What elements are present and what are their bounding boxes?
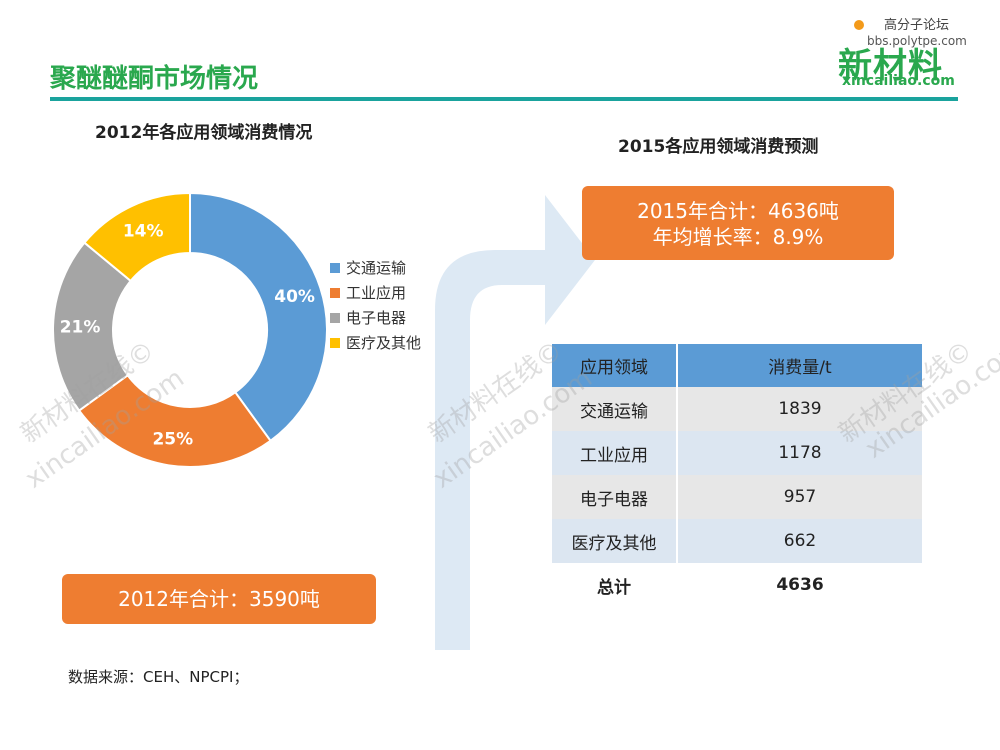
table-cell: 医疗及其他 xyxy=(552,519,678,563)
donut-chart: 40% 25% 21% 14% xyxy=(52,191,328,468)
donut-slice-label: 14% xyxy=(123,221,164,241)
column-header: 消费量/t xyxy=(677,344,922,387)
legend-item: 医疗及其他 xyxy=(330,330,421,355)
donut-slice xyxy=(77,373,272,468)
table-cell: 957 xyxy=(677,475,922,519)
data-source-note: 数据来源：CEH、NPCPI； xyxy=(68,668,249,686)
table-header-row: 应用领域 消费量/t xyxy=(552,344,922,387)
donut-slice-label: 25% xyxy=(152,430,193,450)
legend-swatch xyxy=(330,337,340,348)
legend-item: 电子电器 xyxy=(330,305,421,330)
total-2015-line: 2015年合计：4636吨 xyxy=(637,199,839,223)
donut-slice-label: 40% xyxy=(274,287,315,307)
legend-label: 电子电器 xyxy=(346,309,407,327)
donut-chart-title: 2012年各应用领域消费情况 xyxy=(95,123,313,143)
total-2015-callout: 2015年合计：4636吨 年均增长率：8.9% xyxy=(582,186,894,260)
logo-forum-text: 高分子论坛 xyxy=(884,18,950,33)
table-row: 交通运输 1839 xyxy=(552,387,922,431)
table-cell: 电子电器 xyxy=(552,475,678,519)
table-cell: 总计 xyxy=(552,563,678,607)
total-2012-callout: 2012年合计：3590吨 xyxy=(62,574,376,624)
column-header: 应用领域 xyxy=(552,344,678,387)
logo-bbs-text: bbs.polytpe.com xyxy=(867,34,967,48)
donut-legend: 交通运输 工业应用 电子电器 医疗及其他 xyxy=(330,255,421,355)
legend-label: 工业应用 xyxy=(346,284,407,302)
table-cell: 1839 xyxy=(677,387,922,431)
page-title: 聚醚醚酮市场情况 xyxy=(50,64,259,94)
donut-slice xyxy=(189,191,328,443)
donut-slice-label: 21% xyxy=(60,318,101,338)
growth-arrow-icon xyxy=(435,195,595,650)
table-cell: 4636 xyxy=(677,563,922,607)
title-divider xyxy=(50,97,958,101)
table-row: 医疗及其他 662 xyxy=(552,519,922,563)
consumption-forecast-table: 应用领域 消费量/t 交通运输 1839 工业应用 1178 电子电器 957 … xyxy=(552,344,922,607)
donut-slice xyxy=(83,191,191,283)
logo-dot-icon xyxy=(854,20,864,30)
legend-label: 医疗及其他 xyxy=(346,334,422,352)
table-cell: 交通运输 xyxy=(552,387,678,431)
site-logo: 高分子论坛 bbs.polytpe.com 新材料 xincailiao.com xyxy=(832,10,982,92)
legend-label: 交通运输 xyxy=(346,259,407,277)
legend-swatch xyxy=(330,262,340,273)
legend-item: 交通运输 xyxy=(330,255,421,280)
growth-rate-line: 年均增长率：8.9% xyxy=(652,225,824,249)
table-cell: 1178 xyxy=(677,431,922,475)
logo-domain: xincailiao.com xyxy=(842,73,955,89)
table-title: 2015各应用领域消费预测 xyxy=(618,137,819,157)
table-cell: 662 xyxy=(677,519,922,563)
legend-swatch xyxy=(330,312,340,323)
table-total-row: 总计 4636 xyxy=(552,563,922,607)
logo-name: 新材料 xyxy=(838,46,943,86)
table-row: 电子电器 957 xyxy=(552,475,922,519)
table-cell: 工业应用 xyxy=(552,431,678,475)
table-row: 工业应用 1178 xyxy=(552,431,922,475)
legend-item: 工业应用 xyxy=(330,280,421,305)
legend-swatch xyxy=(330,287,340,298)
donut-slice xyxy=(52,241,133,412)
